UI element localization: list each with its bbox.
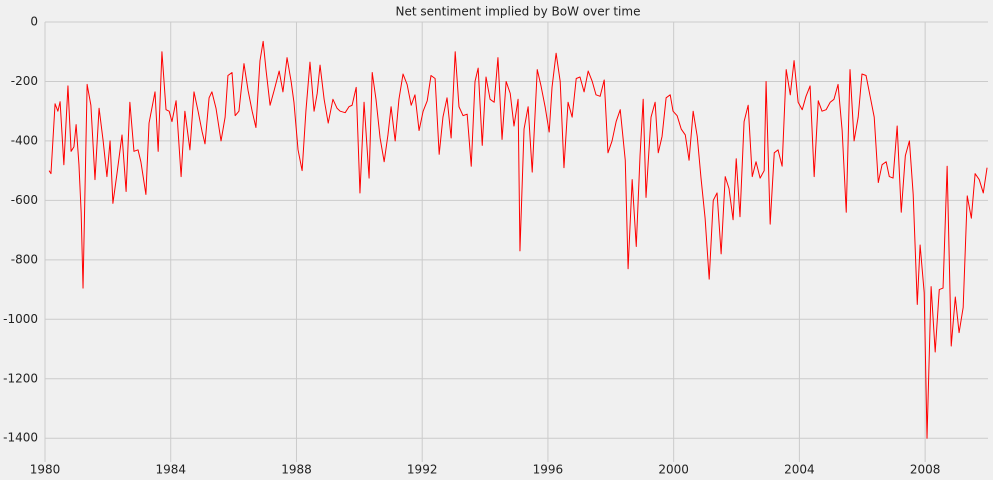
data-line — [48, 40, 988, 439]
y-tick-label: -800 — [11, 252, 38, 266]
x-tick-label: 2000 — [658, 463, 689, 477]
y-tick-label: -1400 — [3, 431, 38, 445]
y-tick-label: -200 — [11, 74, 38, 88]
y-tick-label: 0 — [30, 15, 38, 29]
x-tick-label: 1980 — [30, 463, 61, 477]
y-tick-label: -400 — [11, 133, 38, 147]
chart-title: Net sentiment implied by BoW over time — [396, 5, 641, 19]
x-tick-label: 1984 — [155, 463, 186, 477]
x-tick-label: 2004 — [784, 463, 815, 477]
y-tick-label: -1200 — [3, 371, 38, 385]
x-tick-label: 1988 — [281, 463, 312, 477]
y-tick-label: -600 — [11, 193, 38, 207]
x-tick-label: 1992 — [407, 463, 438, 477]
x-tick-label: 2008 — [910, 463, 941, 477]
y-tick-label: -1000 — [3, 312, 38, 326]
x-tick-label: 1996 — [533, 463, 564, 477]
